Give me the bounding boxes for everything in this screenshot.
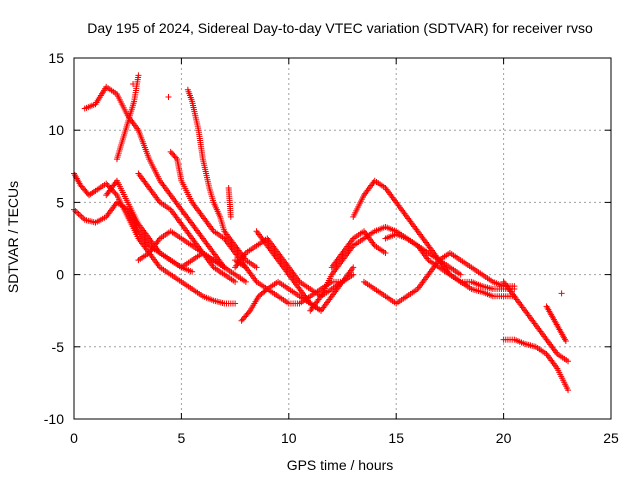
x-tick-label: 25 [603, 430, 619, 446]
data-point [227, 213, 234, 220]
data-point [457, 271, 464, 278]
y-tick-label: 15 [48, 50, 64, 66]
x-tick-label: 5 [178, 430, 186, 446]
data-point [135, 72, 142, 79]
data-point [170, 151, 177, 158]
y-axis-label: SDTVAR / TECUs [5, 181, 21, 293]
x-tick-label: 15 [388, 430, 404, 446]
plot-frame [73, 57, 612, 420]
data-point [77, 212, 84, 219]
data-point [78, 213, 85, 220]
data-point [350, 271, 357, 278]
data-point [565, 358, 572, 365]
data-point [74, 209, 81, 216]
axis-ticks: 0 5 10 15 20 25 -10 -5 0 5 10 15 [44, 50, 619, 446]
chart-title: Day 195 of 2024, Sidereal Day-to-day VTE… [87, 20, 593, 36]
data-point [104, 182, 111, 189]
y-tick-label: 10 [48, 122, 64, 138]
data-point [242, 278, 249, 285]
grid-lines [74, 58, 611, 419]
data-point [262, 287, 269, 294]
data-point [103, 180, 110, 187]
data-point [221, 264, 228, 271]
data-point [112, 190, 119, 197]
data-point [189, 268, 196, 275]
x-tick-label: 10 [281, 430, 297, 446]
y-tick-label: 5 [56, 194, 64, 210]
data-point [130, 80, 137, 87]
data-point [172, 154, 179, 161]
data-point [167, 148, 174, 155]
data-point [245, 309, 252, 316]
data-point [558, 290, 565, 297]
data-point [75, 210, 82, 217]
data-point [565, 387, 572, 394]
data-point [165, 93, 172, 100]
y-tick-label: -5 [52, 339, 65, 355]
y-tick-label: 0 [56, 267, 64, 283]
x-tick-label: 0 [70, 430, 78, 446]
data-point [111, 189, 118, 196]
data-points [71, 72, 572, 394]
x-tick-label: 20 [496, 430, 512, 446]
data-point [232, 300, 239, 307]
data-point [232, 278, 239, 285]
data-point [511, 283, 518, 290]
data-point [382, 249, 389, 256]
x-axis-label: GPS time / hours [287, 457, 394, 473]
data-point [168, 150, 175, 157]
data-point [562, 338, 569, 345]
data-point [253, 264, 260, 271]
data-point [171, 153, 178, 160]
y-tick-label: -10 [44, 411, 64, 427]
data-point [350, 264, 357, 271]
data-point [72, 208, 79, 215]
